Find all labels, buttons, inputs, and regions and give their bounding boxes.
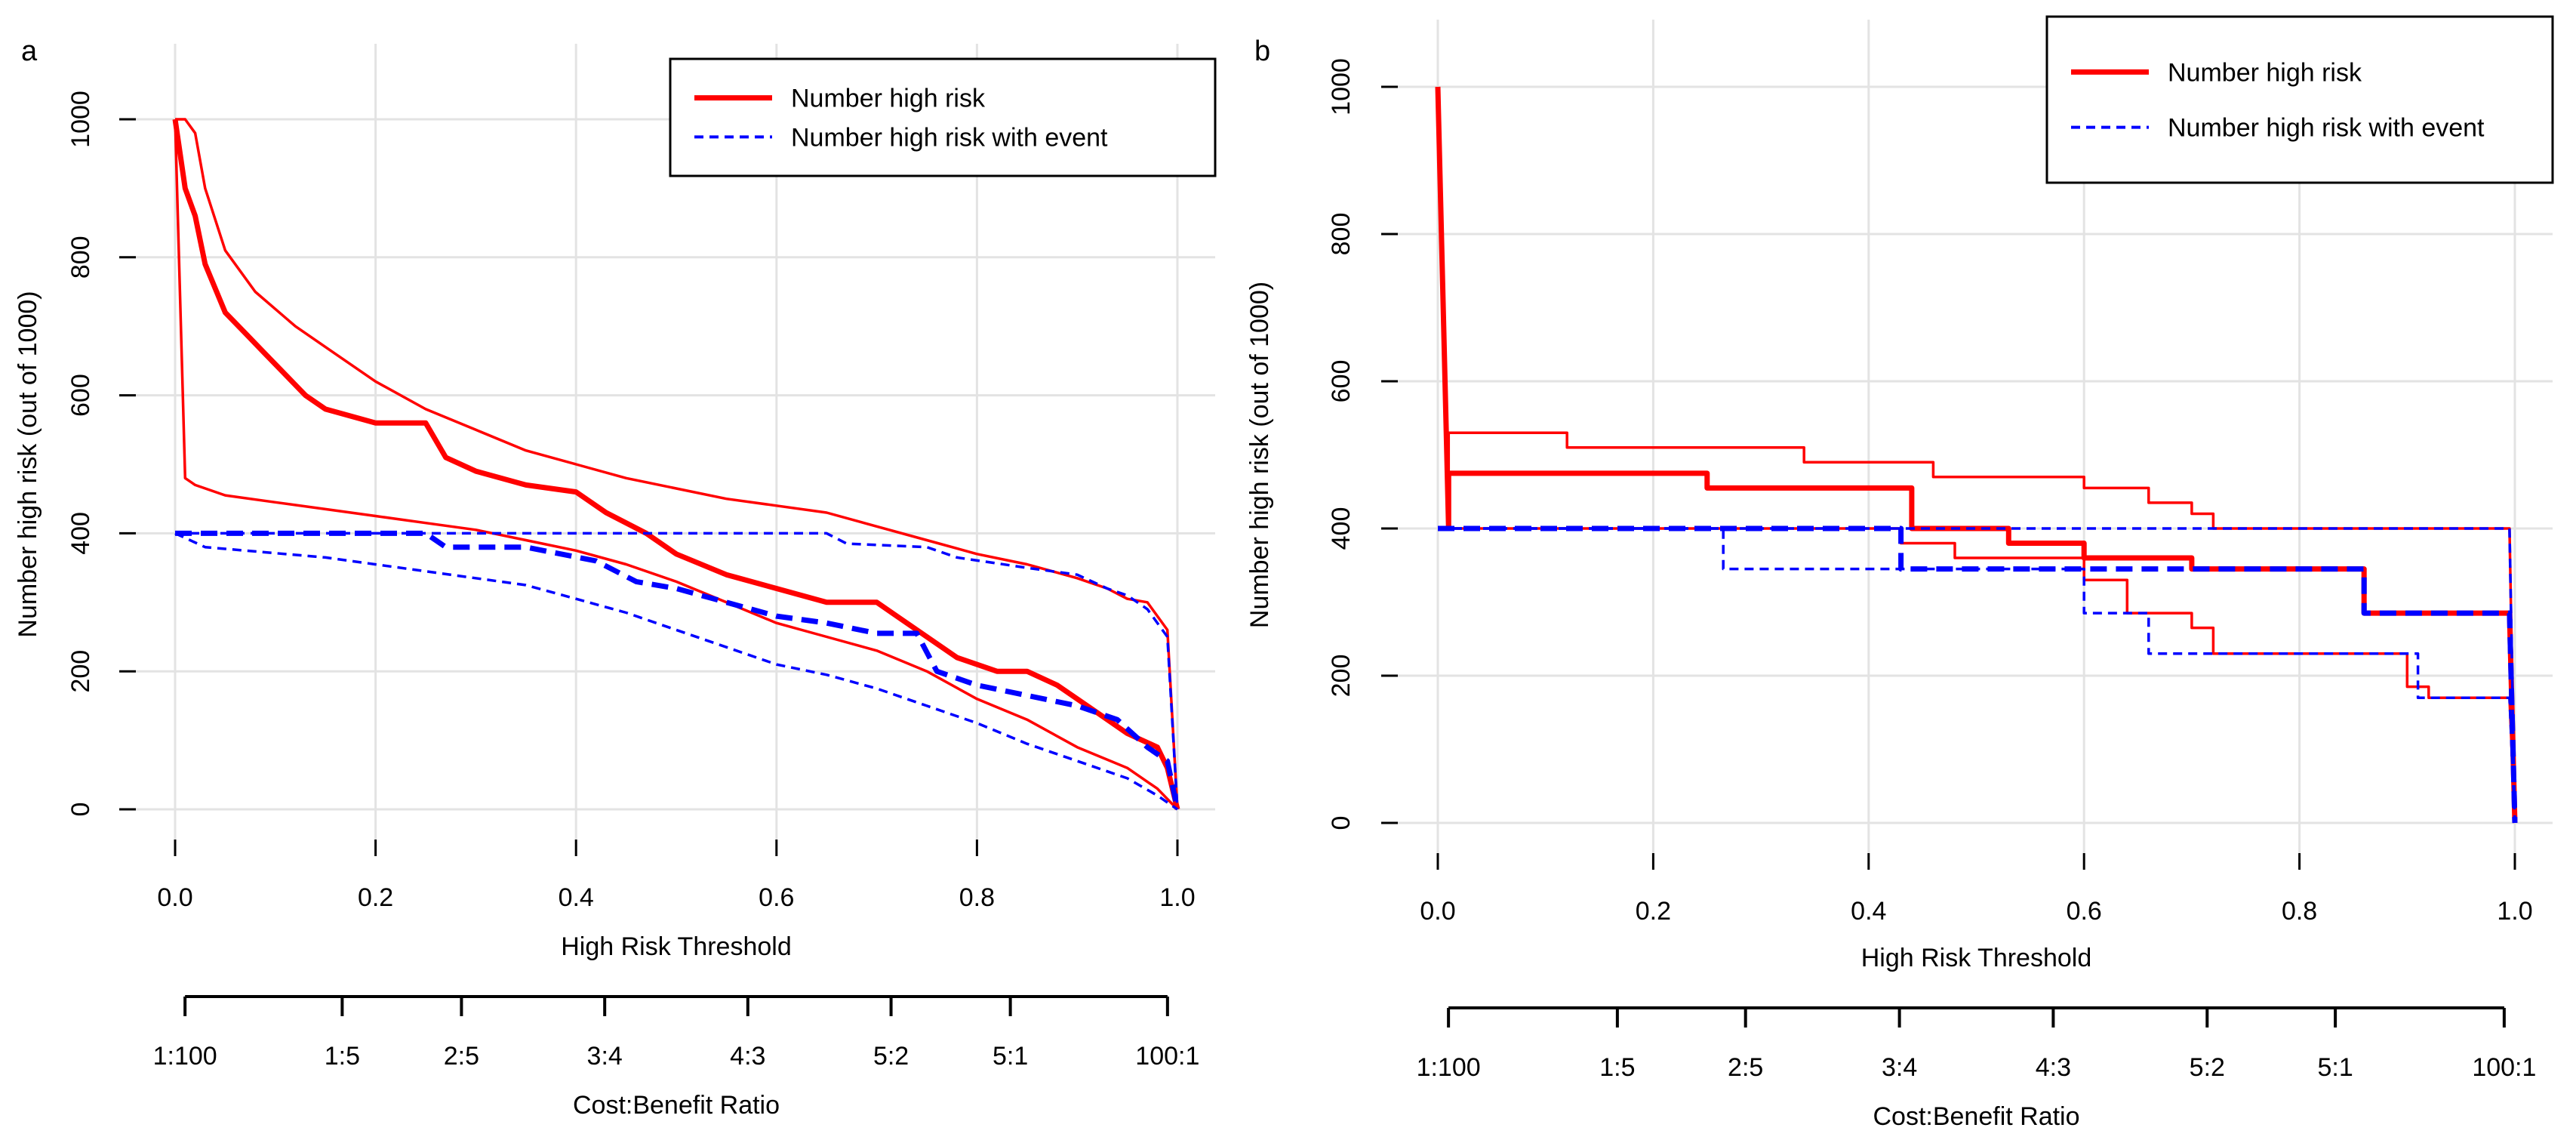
y-tick-label: 1000 [1327, 58, 1356, 116]
y-tick-label: 800 [66, 236, 95, 279]
legend-label: Number high risk with event [2168, 114, 2485, 143]
series-line-number-high-risk-estimate [172, 119, 1180, 810]
cost-benefit-tick-label: 5:2 [873, 1042, 909, 1071]
series-line-number-high-risk-with-event-estimate [1438, 525, 2518, 824]
y-tick-label: 0 [1327, 816, 1356, 830]
series-line-number-high-risk-with-event-lower [174, 531, 1178, 811]
legend: Number high risk Number high risk with ev… [669, 57, 1217, 177]
y-tick-label: 200 [66, 650, 95, 693]
panel-label: a [21, 35, 38, 67]
legend-label: Number high risk with event [791, 123, 1108, 152]
x-tick-label: 1.0 [1159, 883, 1195, 912]
x-tick-label: 0.2 [358, 883, 393, 912]
y-tick-label: 200 [1327, 655, 1356, 698]
cost-benefit-axis-title: Cost:Benefit Ratio [1873, 1102, 2079, 1131]
cost-benefit-tick-label: 4:3 [2036, 1053, 2071, 1082]
cost-benefit-axis-title: Cost:Benefit Ratio [573, 1091, 780, 1120]
x-tick-label: 1.0 [2497, 897, 2532, 926]
y-axis-title: Number high risk (out of 1000) [1245, 282, 1274, 628]
cost-benefit-tick-label: 100:1 [2472, 1053, 2536, 1082]
y-tick-label: 0 [66, 803, 95, 817]
x-axis-title: High Risk Threshold [561, 932, 792, 961]
x-tick-label: 0.0 [157, 883, 192, 912]
legend: Number high risk Number high risk with ev… [2045, 15, 2554, 184]
series-line-number-high-risk-with-event-upper [175, 531, 1179, 810]
x-axis-title: High Risk Threshold [1861, 944, 2092, 972]
cost-benefit-tick-label: 2:5 [1728, 1053, 1763, 1082]
x-tick-label: 0.2 [1636, 897, 1671, 926]
cost-benefit-tick-label: 5:1 [2317, 1053, 2353, 1082]
x-tick-label: 0.6 [759, 883, 794, 912]
cost-benefit-tick-label: 5:1 [993, 1042, 1028, 1071]
series-line-number-high-risk-with-event-estimate [175, 530, 1180, 810]
x-tick-label: 0.6 [2067, 897, 2102, 926]
cost-benefit-tick-label: 3:4 [1882, 1053, 1917, 1082]
series-line-number-high-risk-upper [1436, 86, 2516, 824]
cost-benefit-tick-label: 1:100 [153, 1042, 217, 1071]
series-line-number-high-risk-upper [175, 118, 1179, 810]
legend-box [2045, 15, 2554, 184]
y-tick-label: 600 [66, 374, 95, 417]
y-tick-label: 400 [66, 512, 95, 555]
cost-benefit-tick-label: 1:5 [325, 1042, 360, 1071]
cost-benefit-tick-label: 2:5 [444, 1042, 479, 1071]
panel-b: b 0.0 0.2 0.4 0.6 0.8 1.0 High Risk Threshold 0 2… [1245, 15, 2554, 1131]
legend-box [669, 57, 1217, 177]
panel-label: b [1254, 35, 1270, 67]
x-tick-label: 0.4 [559, 883, 594, 912]
x-tick-label: 0.8 [959, 883, 995, 912]
y-tick-label: 800 [1327, 213, 1356, 256]
series-line-number-high-risk-with-event-lower [1438, 527, 2516, 824]
cost-benefit-tick-label: 1:100 [1417, 1053, 1481, 1082]
x-tick-label: 0.8 [2282, 897, 2317, 926]
x-tick-label: 0.0 [1420, 897, 1455, 926]
cost-benefit-tick-label: 100:1 [1135, 1042, 1199, 1071]
legend-label: Number high risk [791, 85, 986, 113]
legend-label: Number high risk [2168, 58, 2362, 87]
y-tick-label: 600 [1327, 360, 1356, 403]
series-line-number-high-risk-lower [1436, 86, 2516, 824]
cost-benefit-tick-label: 4:3 [730, 1042, 765, 1071]
cost-benefit-tick-label: 1:5 [1599, 1053, 1635, 1082]
series-line-number-high-risk-estimate [1435, 86, 2518, 824]
cost-benefit-tick-label: 3:4 [587, 1042, 623, 1071]
cost-benefit-tick-label: 5:2 [2190, 1053, 2225, 1082]
y-tick-label: 1000 [66, 91, 95, 148]
y-tick-label: 400 [1327, 507, 1356, 550]
panel-a: a 0.0 0.2 0.4 0.6 0.8 1.0 High Risk Threshold 0 2… [14, 35, 1217, 1120]
y-axis-title: Number high risk (out of 1000) [14, 291, 42, 637]
x-tick-label: 0.4 [1851, 897, 1886, 926]
series-line-number-high-risk-lower [174, 119, 1179, 811]
